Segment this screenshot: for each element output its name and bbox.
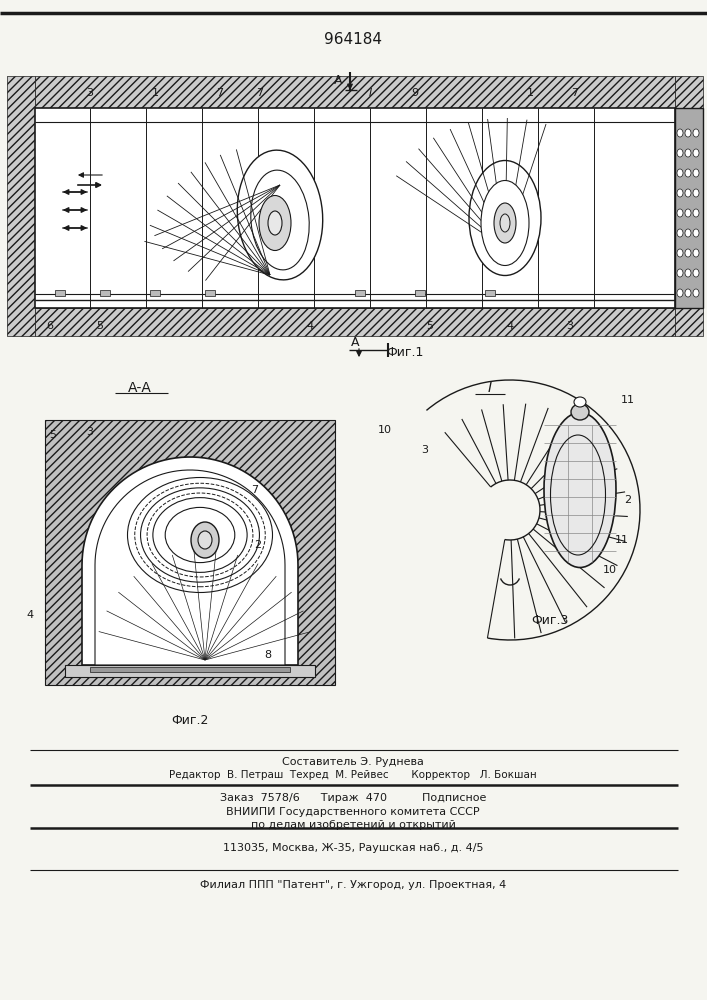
Ellipse shape [693,129,699,137]
Bar [65,665,315,677]
Text: 10: 10 [603,565,617,575]
Text: Фиг.1: Фиг.1 [386,347,423,360]
Ellipse shape [693,169,699,177]
Ellipse shape [693,189,699,197]
Text: 5: 5 [49,430,57,440]
Text: 2: 2 [624,495,631,505]
Text: А-А: А-А [128,381,152,395]
Text: 10: 10 [378,425,392,435]
Ellipse shape [685,289,691,297]
Ellipse shape [574,397,586,407]
Text: 4: 4 [26,610,33,620]
Bar [355,290,365,296]
Ellipse shape [693,149,699,157]
Ellipse shape [469,160,541,275]
Text: 3: 3 [86,88,93,98]
Text: 5: 5 [426,321,433,331]
Text: I: I [368,88,372,98]
Text: 7: 7 [257,88,264,98]
Text: 2: 2 [255,540,262,550]
Ellipse shape [693,249,699,257]
Ellipse shape [685,269,691,277]
Ellipse shape [685,149,691,157]
Text: 9: 9 [411,88,419,98]
Ellipse shape [198,531,212,549]
Ellipse shape [238,150,322,280]
Text: 4: 4 [306,321,314,331]
Polygon shape [95,470,285,665]
Ellipse shape [500,214,510,232]
Text: ВНИИПИ Государственного комитета СССР: ВНИИПИ Государственного комитета СССР [226,807,480,817]
Text: Фиг.3: Фиг.3 [532,613,568,626]
Ellipse shape [677,209,683,217]
Ellipse shape [693,209,699,217]
Text: 3: 3 [86,427,93,437]
Ellipse shape [693,289,699,297]
Text: 4: 4 [506,321,513,331]
Bar [45,420,335,685]
Bar [35,76,675,108]
Ellipse shape [677,249,683,257]
Ellipse shape [544,412,616,568]
Text: Редактор  В. Петраш  Техред  М. Рейвес       Корректор   Л. Бокшан: Редактор В. Петраш Техред М. Рейвес Корр… [169,770,537,780]
Ellipse shape [693,269,699,277]
Ellipse shape [685,229,691,237]
Text: 11: 11 [621,395,635,405]
Ellipse shape [481,180,529,265]
Ellipse shape [268,211,282,235]
Ellipse shape [677,189,683,197]
Ellipse shape [677,269,683,277]
Bar [675,108,703,308]
Bar [485,290,495,296]
Ellipse shape [685,209,691,217]
Text: по делам изобретений и открытий: по делам изобретений и открытий [250,820,455,830]
Text: А: А [334,74,342,87]
Ellipse shape [685,129,691,137]
Ellipse shape [677,149,683,157]
Bar [55,290,65,296]
Bar [35,308,675,336]
Bar [150,290,160,296]
Polygon shape [82,457,298,665]
Ellipse shape [251,170,309,270]
Ellipse shape [571,404,589,420]
Bar [90,667,290,672]
Text: 8: 8 [264,650,271,660]
Ellipse shape [677,169,683,177]
Ellipse shape [259,196,291,250]
Text: 7: 7 [216,88,223,98]
Text: 7: 7 [571,88,578,98]
Bar [675,76,703,336]
Text: 3: 3 [566,321,573,331]
Text: 1: 1 [151,88,158,98]
Bar [100,290,110,296]
Text: 6: 6 [47,321,54,331]
Ellipse shape [693,229,699,237]
Text: Заказ  7578/6      Тираж  470          Подписное: Заказ 7578/6 Тираж 470 Подписное [220,793,486,803]
Ellipse shape [191,522,219,558]
Ellipse shape [685,189,691,197]
Text: Филиал ППП "Патент", г. Ужгород, ул. Проектная, 4: Филиал ППП "Патент", г. Ужгород, ул. Про… [200,880,506,890]
Text: 11: 11 [615,535,629,545]
Ellipse shape [677,289,683,297]
Ellipse shape [685,169,691,177]
Text: 964184: 964184 [324,32,382,47]
Text: Составитель Э. Руднева: Составитель Э. Руднева [282,757,424,767]
Ellipse shape [677,129,683,137]
Bar [7,76,35,336]
Text: 1: 1 [527,88,534,98]
Ellipse shape [677,229,683,237]
Bar [415,290,425,296]
Text: 5: 5 [96,321,103,331]
Ellipse shape [685,249,691,257]
Text: 3: 3 [421,445,428,455]
Text: Фиг.2: Фиг.2 [171,714,209,726]
Text: I: I [488,381,492,395]
Bar [35,108,675,308]
Text: А: А [351,336,359,350]
Text: 113035, Москва, Ж-35, Раушская наб., д. 4/5: 113035, Москва, Ж-35, Раушская наб., д. … [223,843,484,853]
Ellipse shape [494,203,516,243]
Text: 7: 7 [252,485,259,495]
Bar [205,290,215,296]
